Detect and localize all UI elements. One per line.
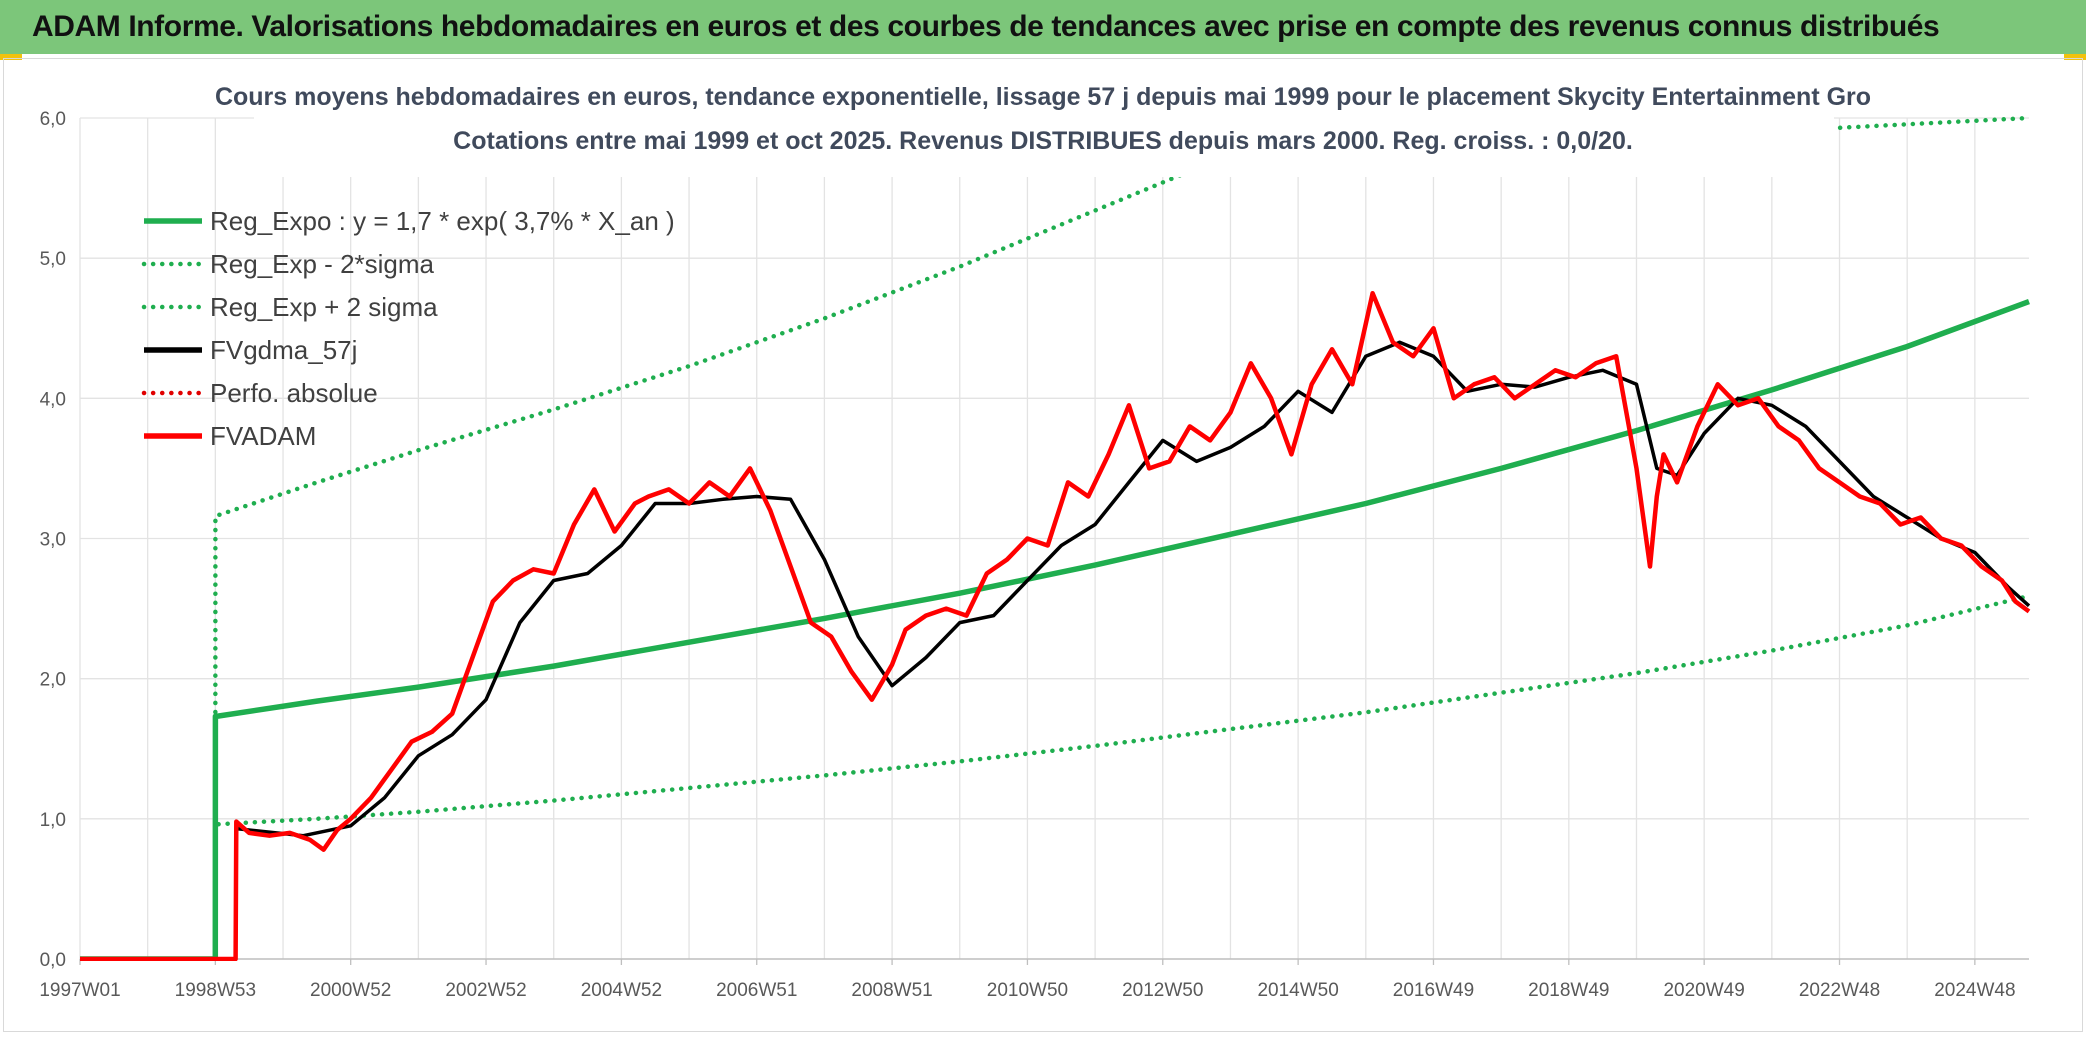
legend-label: Reg_Exp + 2 sigma xyxy=(210,292,438,322)
chart-frame: 0,0 1,0 2,0 3,0 4,0 5,0 6,0 1997W01 1998W53 2000W… xyxy=(3,58,2083,1032)
x-tick-label: 2008W51 xyxy=(851,980,932,1001)
x-tick-label: 2010W50 xyxy=(987,980,1068,1001)
x-tick-label: 2022W48 xyxy=(1799,980,1880,1001)
legend: Reg_Expo : y = 1,7 * exp( 3,7% * X_an ) R… xyxy=(141,206,675,451)
y-tick-label: 0,0 xyxy=(40,950,66,971)
series-layer xyxy=(80,116,2032,961)
y-tick-label: 6,0 xyxy=(40,109,66,130)
legend-label: Reg_Exp - 2*sigma xyxy=(210,249,435,279)
corner-accent-right xyxy=(2064,54,2086,60)
y-tick-label: 1,0 xyxy=(40,810,66,831)
grid xyxy=(79,117,2029,960)
x-tick-label: 2020W49 xyxy=(1663,980,1744,1001)
x-tick-label: 1998W53 xyxy=(175,980,256,1001)
series-line-3 xyxy=(80,340,2031,961)
chart-title-line2: Cotations entre mai 1999 et oct 2025. Re… xyxy=(453,127,1633,155)
chart-title-line1: Cours moyens hebdomadaires en euros, ten… xyxy=(215,83,1871,111)
y-tick-label: 2,0 xyxy=(40,670,66,691)
title-background xyxy=(254,59,1834,177)
y-tick-label: 4,0 xyxy=(40,389,66,410)
y-tick-label: 5,0 xyxy=(40,249,66,270)
x-tick-label: 2024W48 xyxy=(1934,980,2015,1001)
legend-label: Reg_Expo : y = 1,7 * exp( 3,7% * X_an ) xyxy=(210,206,675,236)
legend-label: FVgdma_57j xyxy=(210,335,357,365)
legend-label: FVADAM xyxy=(210,421,316,451)
header-bar: ADAM Informe. Valorisations hebdomadaire… xyxy=(0,0,2086,54)
x-tick-label: 2016W49 xyxy=(1393,980,1474,1001)
axes: 0,0 1,0 2,0 3,0 4,0 5,0 6,0 1997W01 1998W53 2000W… xyxy=(39,109,2029,1001)
x-tick-label: 2004W52 xyxy=(581,980,662,1001)
corner-accent-left xyxy=(0,54,22,60)
x-tick-label: 2006W51 xyxy=(716,980,797,1001)
series-line-0 xyxy=(80,299,2030,961)
x-tick-label: 2014W50 xyxy=(1257,980,1338,1001)
line-chart: 0,0 1,0 2,0 3,0 4,0 5,0 6,0 1997W01 1998W53 2000W… xyxy=(39,59,2032,1001)
x-tick-label: 1997W01 xyxy=(39,980,120,1001)
x-tick-label: 2012W50 xyxy=(1122,980,1203,1001)
x-tick-label: 2000W52 xyxy=(310,980,391,1001)
page-title: ADAM Informe. Valorisations hebdomadaire… xyxy=(32,10,1940,43)
series-line-1 xyxy=(80,593,2032,961)
legend-label: Perfo. absolue xyxy=(210,378,378,408)
x-tick-label: 2018W49 xyxy=(1528,980,1609,1001)
y-tick-label: 3,0 xyxy=(40,530,66,551)
x-tick-label: 2002W52 xyxy=(445,980,526,1001)
series-line-5 xyxy=(80,290,2031,961)
